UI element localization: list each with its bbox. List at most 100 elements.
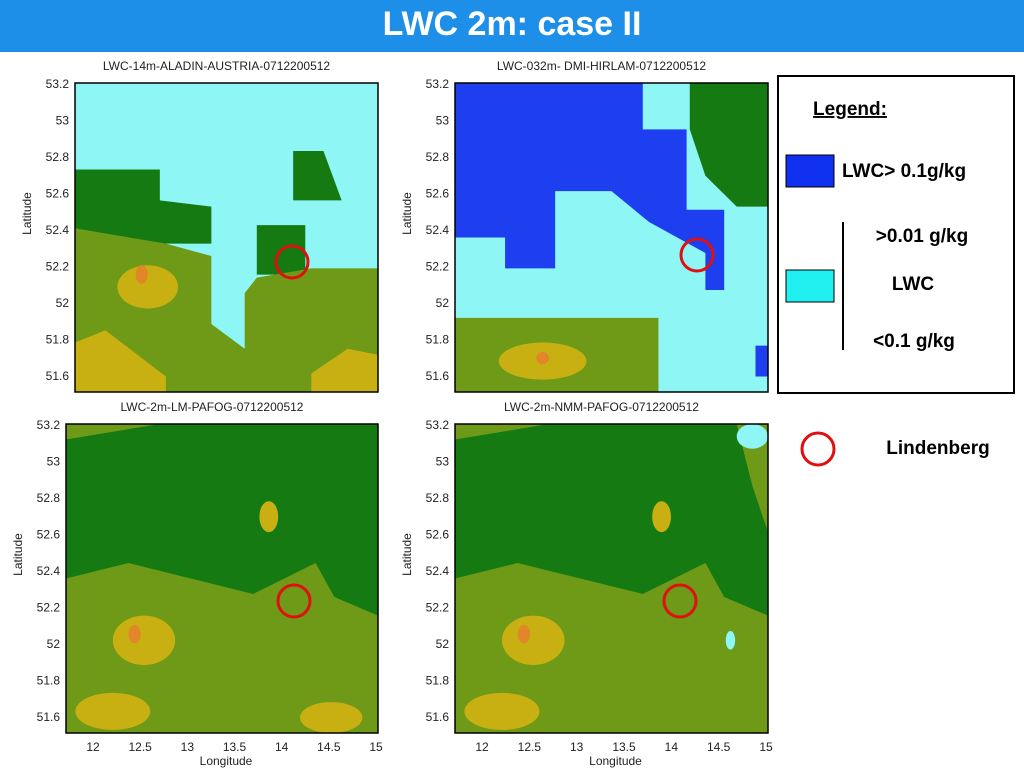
- x-tick-label: 13: [181, 740, 195, 754]
- title-bar: [0, 0, 1024, 52]
- x-axis-label: Longitude: [589, 754, 642, 768]
- y-tick-label: 52.6: [426, 528, 450, 542]
- site-marker: [276, 583, 312, 619]
- y-tick-label: 51.6: [426, 369, 450, 383]
- y-tick-label: 52.2: [37, 601, 61, 615]
- y-tick-label: 52.8: [46, 150, 70, 164]
- field-region: [75, 330, 166, 392]
- x-axis-label: Longitude: [200, 754, 253, 768]
- x-tick-label: 14: [275, 740, 289, 754]
- field-region: [75, 169, 212, 244]
- field-region: [293, 150, 342, 201]
- map-frame: [65, 423, 379, 734]
- field-blob: [259, 501, 279, 533]
- field-blob: [536, 351, 549, 365]
- x-tick-label: 14: [665, 740, 679, 754]
- y-tick-label: 51.6: [426, 710, 450, 724]
- legend-site: Lindenberg: [886, 438, 989, 459]
- y-tick-label: 52.2: [426, 260, 450, 274]
- map-frame: [454, 82, 769, 393]
- panel-title: LWC-14m-ALADIN-AUSTRIA-0712200512: [103, 59, 331, 73]
- field-region: [755, 345, 768, 377]
- legend-box: [777, 75, 1015, 394]
- y-tick-label: 52: [47, 637, 61, 651]
- map-panel: LWC-2m-LM-PAFOG-0712200512 53.2 53 52.8 52.6…: [11, 400, 383, 768]
- field-region: [455, 83, 725, 291]
- x-tick-label: 15: [759, 740, 773, 754]
- y-tick-label: 52.4: [426, 223, 450, 237]
- map-frame: [74, 82, 379, 393]
- x-tick-label: 12: [475, 740, 489, 754]
- field-blob: [464, 692, 540, 730]
- site-marker: [679, 237, 715, 273]
- y-tick-label: 51.8: [37, 674, 61, 688]
- field-blob: [652, 501, 671, 533]
- y-tick-label: 53: [436, 455, 450, 469]
- y-tick-label: 52.2: [426, 601, 450, 615]
- y-tick-label: 51.8: [426, 333, 450, 347]
- x-tick-label: 14.5: [707, 740, 731, 754]
- y-tick-label: 52: [436, 637, 450, 651]
- map-panel: LWC-14m-ALADIN-AUSTRIA-0712200512 53.2 53 5…: [20, 59, 379, 393]
- field-region: [311, 348, 378, 392]
- field-blob: [736, 424, 768, 449]
- y-tick-label: 51.8: [426, 674, 450, 688]
- y-tick-label: 52.4: [426, 564, 450, 578]
- x-tick-label: 14.5: [317, 740, 341, 754]
- y-tick-label: 53: [47, 455, 61, 469]
- field-region: [66, 424, 378, 616]
- field-blob: [112, 615, 176, 666]
- legend-swatch-blue: [785, 154, 835, 188]
- y-tick-label: 52.4: [46, 223, 70, 237]
- y-tick-label: 53.2: [426, 418, 450, 432]
- y-tick-label: 53.2: [46, 77, 70, 91]
- y-axis-label: Latitude: [400, 192, 414, 235]
- legend-site-marker: [800, 431, 836, 467]
- y-tick-label: 53: [56, 114, 70, 128]
- field-blob: [128, 624, 141, 644]
- y-tick-label: 52.8: [426, 150, 450, 164]
- y-tick-label: 52: [56, 296, 70, 310]
- y-tick-label: 52.8: [426, 491, 450, 505]
- y-tick-label: 51.6: [46, 369, 70, 383]
- y-tick-label: 53.2: [37, 418, 61, 432]
- field-blob: [300, 702, 363, 733]
- map-panel: LWC-032m- DMI-HIRLAM-0712200512 53.2 53 52.…: [400, 59, 769, 393]
- y-tick-label: 52.8: [37, 491, 61, 505]
- x-tick-label: 15: [369, 740, 383, 754]
- x-tick-label: 12.5: [128, 740, 152, 754]
- map-field: [66, 424, 378, 733]
- legend-swatch-cyan: [785, 269, 835, 303]
- legend-range-bottom: <0.1 g/kg: [873, 331, 955, 352]
- panel-title: LWC-032m- DMI-HIRLAM-0712200512: [497, 59, 707, 73]
- field-region: [455, 424, 768, 616]
- legend-range-mid: LWC: [892, 274, 934, 295]
- x-tick-label: 13: [570, 740, 584, 754]
- field-blob: [725, 631, 736, 650]
- map-frame: [454, 423, 769, 734]
- y-tick-label: 52: [436, 296, 450, 310]
- site-marker: [662, 583, 698, 619]
- legend-high: LWC> 0.1g/kg: [842, 161, 966, 182]
- x-tick-label: 12: [86, 740, 100, 754]
- y-tick-label: 52.2: [46, 260, 70, 274]
- y-axis-label: Latitude: [20, 192, 34, 235]
- map-panel: LWC-2m-NMM-PAFOG-0712200512 53.2 53 52.8 52.…: [400, 400, 773, 768]
- field-blob: [135, 265, 148, 284]
- x-tick-label: 13.5: [612, 740, 636, 754]
- slide-title: LWC 2m: case II: [383, 5, 642, 43]
- y-tick-label: 52.6: [426, 187, 450, 201]
- field-region: [689, 83, 768, 207]
- y-axis-label: Latitude: [11, 533, 25, 576]
- x-tick-label: 12.5: [518, 740, 542, 754]
- field-blob: [75, 692, 151, 730]
- map-field: [455, 424, 768, 733]
- legend-range-top: >0.01 g/kg: [876, 226, 968, 247]
- y-tick-label: 53: [436, 114, 450, 128]
- panel-title: LWC-2m-LM-PAFOG-0712200512: [121, 400, 304, 414]
- y-tick-label: 51.6: [37, 710, 61, 724]
- legend-title: Legend:: [813, 99, 887, 120]
- y-tick-label: 53.2: [426, 77, 450, 91]
- site-marker: [274, 244, 310, 280]
